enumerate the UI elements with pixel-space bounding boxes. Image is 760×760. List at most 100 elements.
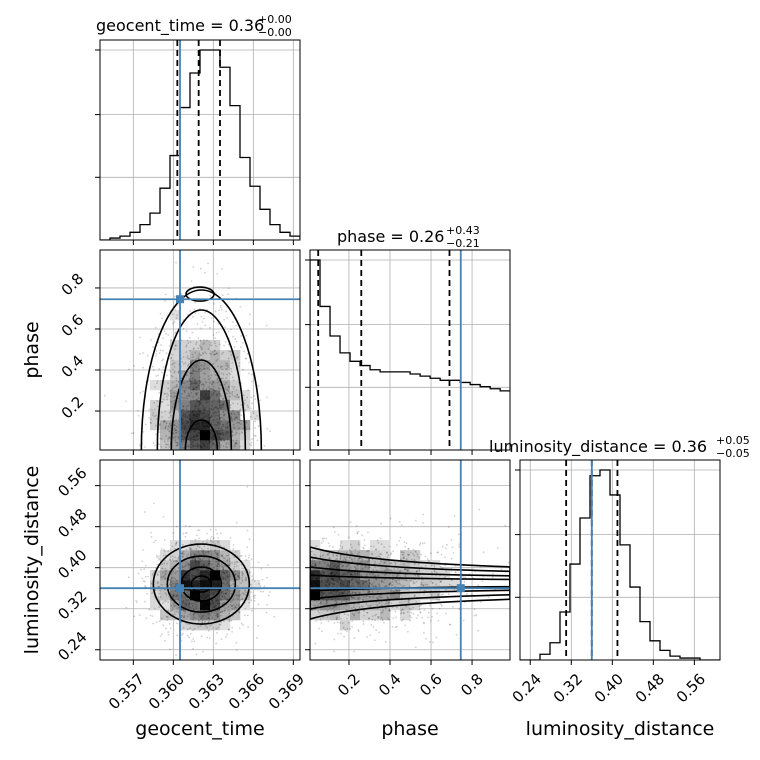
sample-point — [213, 410, 216, 413]
sample-point — [187, 445, 190, 448]
sample-point — [156, 582, 159, 585]
sample-point — [232, 402, 235, 405]
sample-point — [200, 348, 203, 351]
sample-point — [184, 361, 187, 364]
sample-point — [173, 427, 176, 430]
sample-point — [343, 592, 346, 595]
density-cell — [190, 590, 201, 601]
sample-point — [172, 396, 175, 398]
sample-point — [431, 581, 434, 584]
panel-phase-histogram — [305, 249, 511, 455]
sample-point — [180, 640, 183, 642]
sample-point — [162, 571, 164, 574]
sample-point — [412, 582, 415, 585]
sample-point — [202, 551, 205, 554]
density-cell — [240, 600, 251, 611]
density-cell — [340, 580, 351, 591]
sample-point — [208, 562, 211, 565]
sample-point — [160, 344, 162, 347]
sample-point — [357, 630, 360, 633]
sample-point — [207, 563, 210, 565]
sample-point — [176, 314, 179, 317]
sample-point — [162, 337, 165, 340]
sample-point — [186, 585, 189, 588]
sample-point — [195, 560, 197, 563]
sample-point — [213, 349, 216, 352]
sample-point — [142, 390, 144, 393]
sample-point — [340, 592, 343, 595]
density-cell — [200, 570, 211, 581]
sample-point — [315, 582, 317, 584]
sample-point — [173, 585, 176, 588]
sample-point — [209, 422, 212, 424]
sample-point — [361, 585, 364, 588]
sample-point — [193, 414, 196, 417]
sample-point — [193, 438, 195, 441]
sample-point — [391, 625, 394, 628]
sample-point — [337, 550, 340, 553]
sample-point — [256, 414, 259, 417]
sample-point — [159, 349, 162, 352]
sample-point — [184, 532, 187, 535]
sample-point — [232, 580, 235, 583]
sample-point — [423, 592, 425, 595]
panel-border — [519, 459, 721, 661]
density-cell — [220, 420, 231, 431]
sample-point — [257, 603, 260, 606]
sample-point — [161, 563, 164, 566]
sample-point — [198, 400, 201, 402]
sample-point — [199, 339, 202, 342]
density-cell — [380, 610, 391, 621]
sample-point — [347, 584, 350, 587]
sample-point — [321, 573, 324, 576]
sample-point — [200, 401, 203, 404]
sample-point — [369, 604, 372, 607]
x-tick-label: 0.56 — [673, 670, 709, 706]
sample-point — [363, 609, 366, 612]
sample-point — [188, 414, 191, 417]
sample-point — [261, 578, 264, 581]
sample-point — [167, 424, 170, 427]
sample-point — [220, 555, 223, 558]
sample-point — [266, 564, 269, 567]
sample-point — [368, 591, 370, 594]
sample-point — [219, 611, 222, 613]
sample-point — [207, 416, 209, 419]
sample-point — [353, 596, 355, 599]
sample-point — [181, 566, 184, 569]
sample-point — [224, 592, 227, 595]
sample-point — [335, 592, 337, 595]
sample-point — [225, 426, 227, 428]
sample-point — [310, 582, 313, 585]
sample-point — [200, 594, 203, 597]
y-tick-label: 0.24 — [54, 628, 90, 664]
sample-point — [188, 602, 191, 605]
sample-point — [214, 412, 216, 414]
y-tick-label: 0.32 — [54, 587, 90, 623]
sample-point — [335, 572, 338, 575]
sample-point — [386, 568, 389, 570]
sample-point — [251, 380, 253, 383]
sample-point — [198, 344, 201, 347]
sample-point — [171, 359, 174, 362]
sample-point — [155, 350, 158, 352]
sample-point — [158, 555, 160, 557]
sample-point — [338, 593, 341, 596]
sample-point — [151, 615, 154, 618]
sample-point — [215, 332, 218, 334]
sample-point — [197, 357, 200, 359]
density-cell — [220, 590, 231, 601]
sample-point — [316, 577, 319, 580]
truth-marker — [176, 584, 184, 593]
sample-point — [193, 616, 196, 619]
sample-point — [188, 386, 191, 389]
sample-point — [387, 601, 390, 604]
density-cell — [350, 570, 361, 581]
sample-point — [213, 349, 216, 352]
sample-point — [216, 553, 219, 555]
sample-point — [195, 415, 198, 418]
sample-point — [216, 532, 219, 535]
density-cell — [200, 370, 211, 381]
sample-point — [348, 599, 351, 602]
sample-point — [254, 594, 257, 597]
